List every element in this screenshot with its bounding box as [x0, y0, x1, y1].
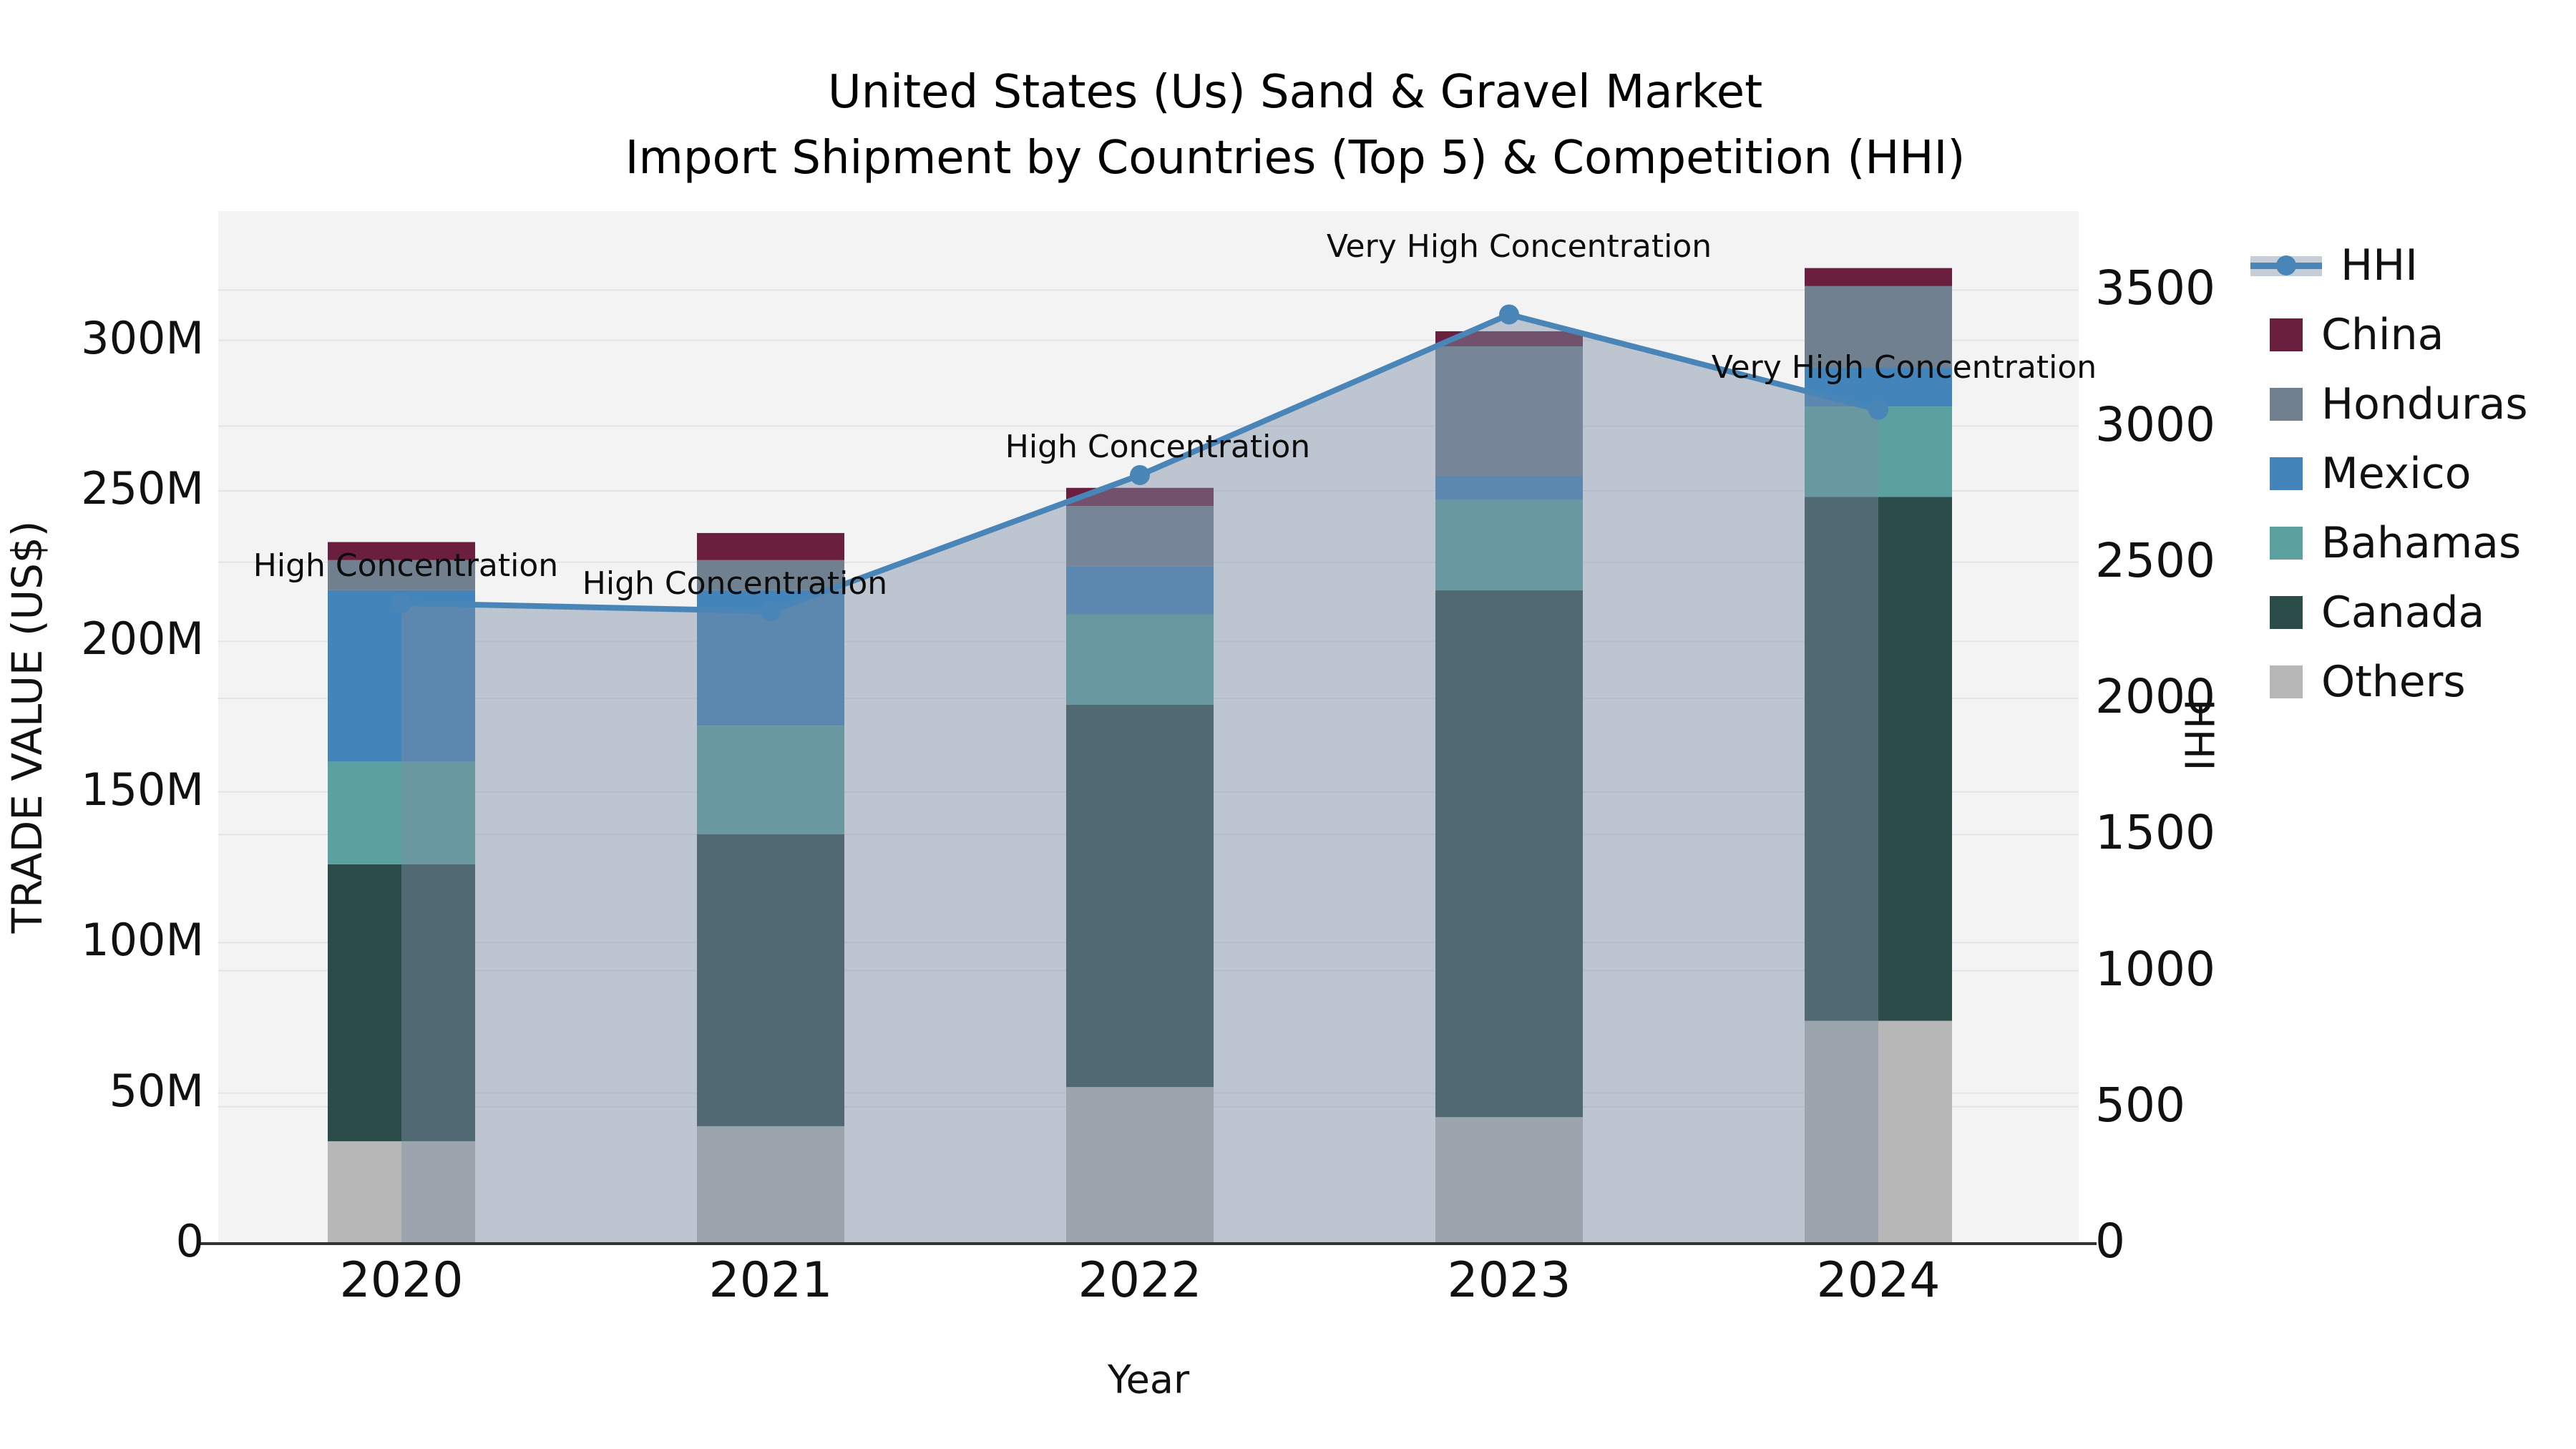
x-axis-label: Year	[1107, 1357, 1190, 1402]
bar-segment-honduras-2024	[1805, 286, 1952, 368]
bar-segment-mexico-2023	[1435, 475, 1583, 500]
x-tick-2023: 2023	[1447, 1252, 1571, 1309]
legend-item-canada: Canada	[2250, 577, 2528, 647]
bar-segment-canada-2023	[1435, 590, 1583, 1118]
bar-segment-bahamas-2022	[1066, 614, 1214, 705]
y-right-tick-2000: 2000	[2095, 669, 2215, 724]
legend: HHI China Honduras Mexico Bahamas Canada Other…	[2250, 230, 2528, 716]
legend-label: Others	[2321, 656, 2466, 707]
y-right-tick-3000: 3000	[2095, 396, 2215, 452]
bar-segment-honduras-2020	[328, 560, 475, 590]
hhi-marker-2022	[1130, 464, 1150, 485]
annotation-2020: High Concentration	[253, 547, 559, 584]
legend-swatch-bahamas	[2270, 526, 2303, 560]
bar-segment-canada-2024	[1805, 497, 1952, 1021]
chart-title-line2: Import Shipment by Countries (Top 5) & C…	[625, 132, 1966, 185]
y-left-tick-200M: 200M	[81, 613, 204, 665]
bar-segment-honduras-2021	[697, 560, 844, 590]
legend-item-mexico: Mexico	[2250, 439, 2528, 508]
legend-swatch-honduras	[2270, 387, 2303, 421]
bar-segment-canada-2021	[697, 834, 844, 1126]
legend-label: Honduras	[2321, 379, 2528, 429]
bar-segment-mexico-2020	[328, 590, 475, 762]
y-left-tick-300M: 300M	[81, 311, 204, 364]
legend-swatch-china	[2270, 318, 2303, 351]
hhi-marker-2024	[1868, 399, 1888, 420]
legend-label: China	[2321, 309, 2444, 360]
y-left-tick-50M: 50M	[109, 1064, 204, 1117]
y-left-tick-0: 0	[175, 1215, 204, 1267]
legend-item-bahamas: Bahamas	[2250, 508, 2528, 577]
y-right-tick-1500: 1500	[2095, 805, 2215, 861]
legend-label: HHI	[2341, 240, 2418, 291]
bar-segment-honduras-2022	[1066, 506, 1214, 567]
bar-segment-canada-2020	[328, 864, 475, 1141]
y-left-tick-100M: 100M	[81, 914, 204, 967]
annotation-2022: High Concentration	[1005, 428, 1311, 465]
legend-swatch-canada	[2270, 595, 2303, 629]
hhi-marker-2020	[391, 592, 411, 613]
y-left-tick-150M: 150M	[81, 763, 204, 816]
bar-segment-others-2023	[1435, 1117, 1583, 1244]
bar-segment-others-2021	[697, 1126, 844, 1244]
legend-swatch-others	[2270, 665, 2303, 698]
legend-swatch-mexico	[2270, 457, 2303, 490]
hhi-marker-2021	[761, 601, 781, 622]
bar-segment-bahamas-2024	[1805, 406, 1952, 497]
legend-label: Canada	[2321, 587, 2485, 638]
annotation-2021: High Concentration	[582, 565, 888, 602]
bar-segment-china-2021	[697, 532, 844, 560]
legend-label: Bahamas	[2321, 517, 2522, 568]
hhi-line-icon-dot	[2276, 255, 2296, 275]
bar-segment-canada-2022	[1066, 704, 1214, 1088]
bar-segment-others-2020	[328, 1141, 475, 1244]
x-tick-2024: 2024	[1816, 1252, 1941, 1309]
y-right-tick-1000: 1000	[2095, 941, 2215, 997]
bar-segment-mexico-2022	[1066, 566, 1214, 615]
bar-segment-honduras-2023	[1435, 346, 1583, 476]
y-right-tick-3500: 3500	[2095, 260, 2215, 316]
x-tick-2020: 2020	[339, 1252, 464, 1309]
y-right-tick-0: 0	[2095, 1214, 2125, 1269]
legend-item-others: Others	[2250, 647, 2528, 716]
bar-segment-bahamas-2023	[1435, 499, 1583, 590]
legend-item-honduras: Honduras	[2250, 369, 2528, 439]
hhi-area-fill	[401, 314, 1878, 1244]
bar-segment-bahamas-2021	[697, 726, 844, 834]
chart-title-line1: United States (Us) Sand & Gravel Market	[827, 66, 1763, 119]
x-tick-2022: 2022	[1078, 1252, 1202, 1309]
bar-segment-china-2023	[1435, 331, 1583, 347]
hhi-marker-2023	[1499, 304, 1519, 325]
y-left-tick-250M: 250M	[81, 462, 204, 514]
bar-segment-china-2024	[1805, 268, 1952, 286]
legend-item-hhi: HHI	[2250, 230, 2528, 300]
hhi-line-icon	[2250, 249, 2322, 282]
legend-label: Mexico	[2321, 448, 2472, 499]
y-right-tick-500: 500	[2095, 1077, 2185, 1133]
bar-segment-others-2024	[1805, 1020, 1952, 1244]
annotation-2024: Very High Concentration	[1711, 348, 2097, 386]
bar-segment-china-2020	[328, 542, 475, 560]
bar-segment-bahamas-2020	[328, 761, 475, 864]
bar-segment-others-2022	[1066, 1087, 1214, 1244]
x-tick-2021: 2021	[708, 1252, 833, 1309]
annotation-2023: Very High Concentration	[1326, 228, 1712, 265]
y-right-tick-2500: 2500	[2095, 532, 2215, 588]
y-axis-label-left: TRADE VALUE (US$)	[3, 520, 52, 934]
legend-item-china: China	[2250, 300, 2528, 369]
